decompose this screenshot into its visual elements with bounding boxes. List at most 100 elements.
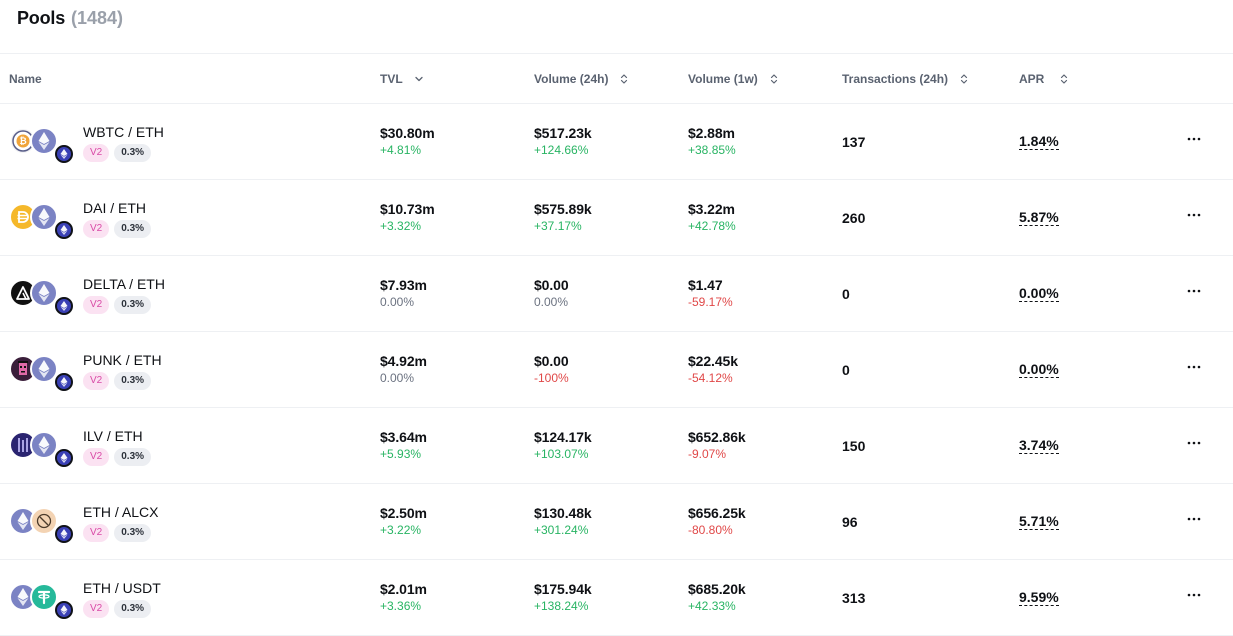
table-row[interactable]: ETH / ALCX V2 0.3% $2.50m +3.22% $130.48…	[0, 484, 1233, 560]
pair-name[interactable]: WBTC / ETH	[83, 124, 164, 140]
column-header-volume-24h[interactable]: Volume (24h)	[534, 54, 630, 103]
transactions-value: 313	[842, 590, 866, 606]
pair-icons: ₿	[9, 127, 79, 163]
volume-24h-cell: $517.23k +124.66%	[534, 125, 592, 157]
volume-1w-cell: $2.88m +38.85%	[688, 125, 736, 157]
pair-name[interactable]: DAI / ETH	[83, 200, 147, 216]
column-label-name: Name	[9, 71, 42, 86]
pair-name[interactable]: PUNK / ETH	[83, 352, 162, 368]
page-header: Pools (1484)	[17, 8, 123, 34]
volume-24h-change: +124.66%	[534, 143, 589, 157]
chevron-down-icon[interactable]	[413, 73, 425, 85]
tvl-cell: $3.64m +5.93%	[380, 429, 427, 461]
pool-badges: V2 0.3%	[83, 372, 152, 390]
transactions-value: 150	[842, 438, 866, 454]
fee-badge: 0.3%	[114, 600, 152, 618]
sort-icon[interactable]	[1058, 73, 1070, 85]
column-label-apr: APR	[1019, 71, 1045, 86]
tvl-change: 0.00%	[380, 371, 415, 385]
table-row[interactable]: ILV / ETH V2 0.3% $3.64m +5.93% $124.17k…	[0, 408, 1233, 484]
ethereum-chain-icon	[55, 221, 73, 239]
column-label-volume-1w: Volume (1w)	[688, 71, 758, 86]
volume-1w-cell: $656.25k -80.80%	[688, 505, 746, 537]
alcx-icon	[30, 507, 58, 535]
tvl-cell: $30.80m +4.81%	[380, 125, 435, 157]
column-header-volume-1w[interactable]: Volume (1w)	[688, 54, 780, 103]
more-options-icon[interactable]	[1185, 434, 1203, 452]
tvl-value: $3.64m	[380, 429, 427, 445]
volume-24h-change: +103.07%	[534, 447, 589, 461]
tvl-value: $7.93m	[380, 277, 427, 293]
apr-value[interactable]: 5.87%	[1019, 209, 1059, 226]
more-options-icon[interactable]	[1185, 282, 1203, 300]
transactions-value: 137	[842, 134, 866, 150]
table-row[interactable]: PUNK / ETH V2 0.3% $4.92m 0.00% $0.00 -1…	[0, 332, 1233, 408]
table-row[interactable]: DELTA / ETH V2 0.3% $7.93m 0.00% $0.00 0…	[0, 256, 1233, 332]
pool-badges: V2 0.3%	[83, 296, 152, 314]
volume-24h-change: +37.17%	[534, 219, 582, 233]
eth-icon	[30, 431, 58, 459]
fee-badge: 0.3%	[114, 448, 152, 466]
volume-1w-cell: $3.22m +42.78%	[688, 201, 736, 233]
pair-icons	[9, 507, 79, 543]
column-header-apr[interactable]: APR	[1019, 54, 1070, 103]
volume-1w-value: $1.47	[688, 277, 723, 293]
tvl-change: +3.22%	[380, 523, 422, 537]
version-badge: V2	[83, 144, 110, 162]
tvl-cell: $2.50m +3.22%	[380, 505, 427, 537]
fee-badge: 0.3%	[114, 220, 152, 238]
table-row[interactable]: ₿ WBTC / ETH V2 0.3% $30.80m +4.81% $517…	[0, 104, 1233, 180]
apr-value[interactable]: 5.71%	[1019, 513, 1059, 530]
ethereum-chain-icon	[55, 373, 73, 391]
sort-icon[interactable]	[618, 73, 630, 85]
tvl-change: +5.93%	[380, 447, 422, 461]
eth-icon	[30, 279, 58, 307]
sort-icon[interactable]	[958, 73, 970, 85]
tvl-value: $2.01m	[380, 581, 427, 597]
volume-24h-cell: $0.00 -100%	[534, 353, 569, 385]
pair-icons	[9, 355, 79, 391]
column-header-transactions[interactable]: Transactions (24h)	[842, 54, 970, 103]
volume-24h-value: $130.48k	[534, 505, 592, 521]
apr-value[interactable]: 3.74%	[1019, 437, 1059, 454]
pair-name[interactable]: ETH / ALCX	[83, 504, 159, 520]
volume-24h-value: $517.23k	[534, 125, 592, 141]
column-label-transactions: Transactions (24h)	[842, 71, 949, 86]
apr-value[interactable]: 0.00%	[1019, 361, 1059, 378]
volume-24h-value: $0.00	[534, 277, 569, 293]
more-options-icon[interactable]	[1185, 358, 1203, 376]
apr-value[interactable]: 0.00%	[1019, 285, 1059, 302]
pool-badges: V2 0.3%	[83, 600, 152, 618]
volume-1w-change: -9.07%	[688, 447, 727, 461]
volume-24h-change: +138.24%	[534, 599, 589, 613]
more-options-icon[interactable]	[1185, 510, 1203, 528]
column-label-volume-24h: Volume (24h)	[534, 71, 609, 86]
pool-count: (1484)	[71, 8, 124, 28]
ethereum-chain-icon	[55, 449, 73, 467]
volume-24h-cell: $575.89k +37.17%	[534, 201, 592, 233]
apr-value[interactable]: 9.59%	[1019, 589, 1059, 606]
version-badge: V2	[83, 372, 110, 390]
pair-name[interactable]: ILV / ETH	[83, 428, 143, 444]
volume-24h-change: -100%	[534, 371, 569, 385]
sort-icon[interactable]	[768, 73, 780, 85]
eth-icon	[30, 127, 58, 155]
more-options-icon[interactable]	[1185, 130, 1203, 148]
more-options-icon[interactable]	[1185, 206, 1203, 224]
table-row[interactable]: ETH / USDT V2 0.3% $2.01m +3.36% $175.94…	[0, 560, 1233, 636]
column-header-tvl[interactable]: TVL	[380, 54, 425, 103]
volume-1w-change: +42.78%	[688, 219, 736, 233]
pair-name[interactable]: ETH / USDT	[83, 580, 161, 596]
version-badge: V2	[83, 296, 110, 314]
ethereum-chain-icon	[55, 297, 73, 315]
table-row[interactable]: DAI / ETH V2 0.3% $10.73m +3.32% $575.89…	[0, 180, 1233, 256]
pair-name[interactable]: DELTA / ETH	[83, 276, 165, 292]
more-options-icon[interactable]	[1185, 586, 1203, 604]
ethereum-chain-icon	[55, 601, 73, 619]
tvl-cell: $4.92m 0.00%	[380, 353, 427, 385]
transactions-value: 0	[842, 286, 850, 302]
apr-value[interactable]: 1.84%	[1019, 133, 1059, 150]
volume-1w-cell: $685.20k +42.33%	[688, 581, 746, 613]
volume-24h-cell: $0.00 0.00%	[534, 277, 569, 309]
table-header: Name TVL Volume (24h) Volume (1w) Transa…	[0, 53, 1233, 104]
